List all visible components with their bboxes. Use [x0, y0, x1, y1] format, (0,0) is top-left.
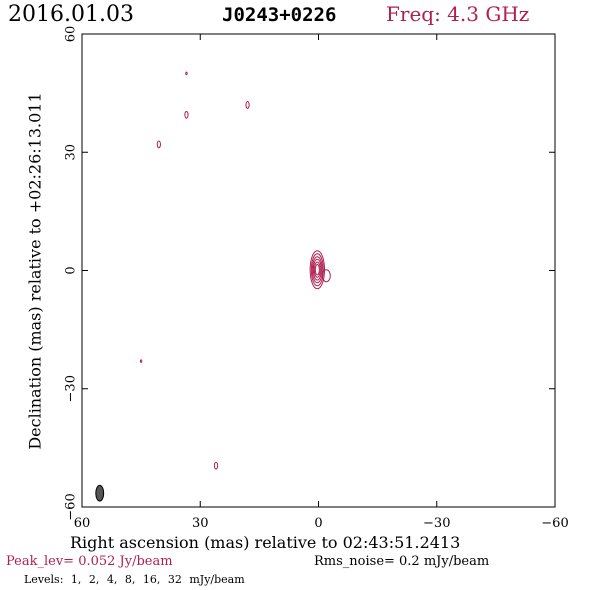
- core-contour-level-8: [312, 258, 322, 281]
- source-name: J0243+0226: [222, 4, 337, 26]
- x-tick-label: −30: [423, 516, 450, 531]
- core-contour-level-32: [314, 264, 320, 276]
- component-contour: [185, 71, 188, 76]
- x-tick-label: 60: [74, 516, 91, 531]
- y-tick-label: 30: [64, 144, 79, 161]
- component-contour: [245, 101, 250, 109]
- component-contour: [184, 110, 189, 119]
- x-tick-label: 0: [314, 516, 322, 531]
- peak-level: Peak_lev= 0.052 Jy/beam: [6, 554, 173, 569]
- y-axis-label: Declination (mas) relative to +02:26:13.…: [25, 92, 45, 450]
- frequency-label: Freq: 4.3 GHz: [386, 2, 530, 26]
- core-extension-contour: [321, 269, 331, 283]
- x-axis-label: Right ascension (mas) relative to 02:43:…: [70, 533, 461, 552]
- beam-ellipse: [95, 484, 105, 502]
- core-contour-level-4: [311, 256, 323, 284]
- x-tick-label: −60: [541, 516, 568, 531]
- rms-noise: Rms_noise= 0.2 mJy/beam: [314, 554, 490, 569]
- y-tick-label: 60: [64, 26, 79, 43]
- core-contour-level-1: [309, 250, 326, 290]
- contour-levels: Levels: 1, 2, 4, 8, 16, 32 mJy/beam: [24, 573, 245, 586]
- core-contour-level-16: [313, 261, 321, 278]
- x-tick-label: 30: [192, 516, 209, 531]
- component-contour: [139, 359, 143, 363]
- plot-frame: [81, 33, 556, 508]
- component-contour: [156, 140, 161, 149]
- y-tick-label: −60: [64, 493, 79, 520]
- component-contour: [213, 461, 219, 470]
- observation-date: 2016.01.03: [8, 2, 134, 27]
- y-tick-label: 0: [64, 266, 79, 274]
- core-contour-level-2: [310, 253, 324, 287]
- y-tick-label: −30: [64, 375, 79, 402]
